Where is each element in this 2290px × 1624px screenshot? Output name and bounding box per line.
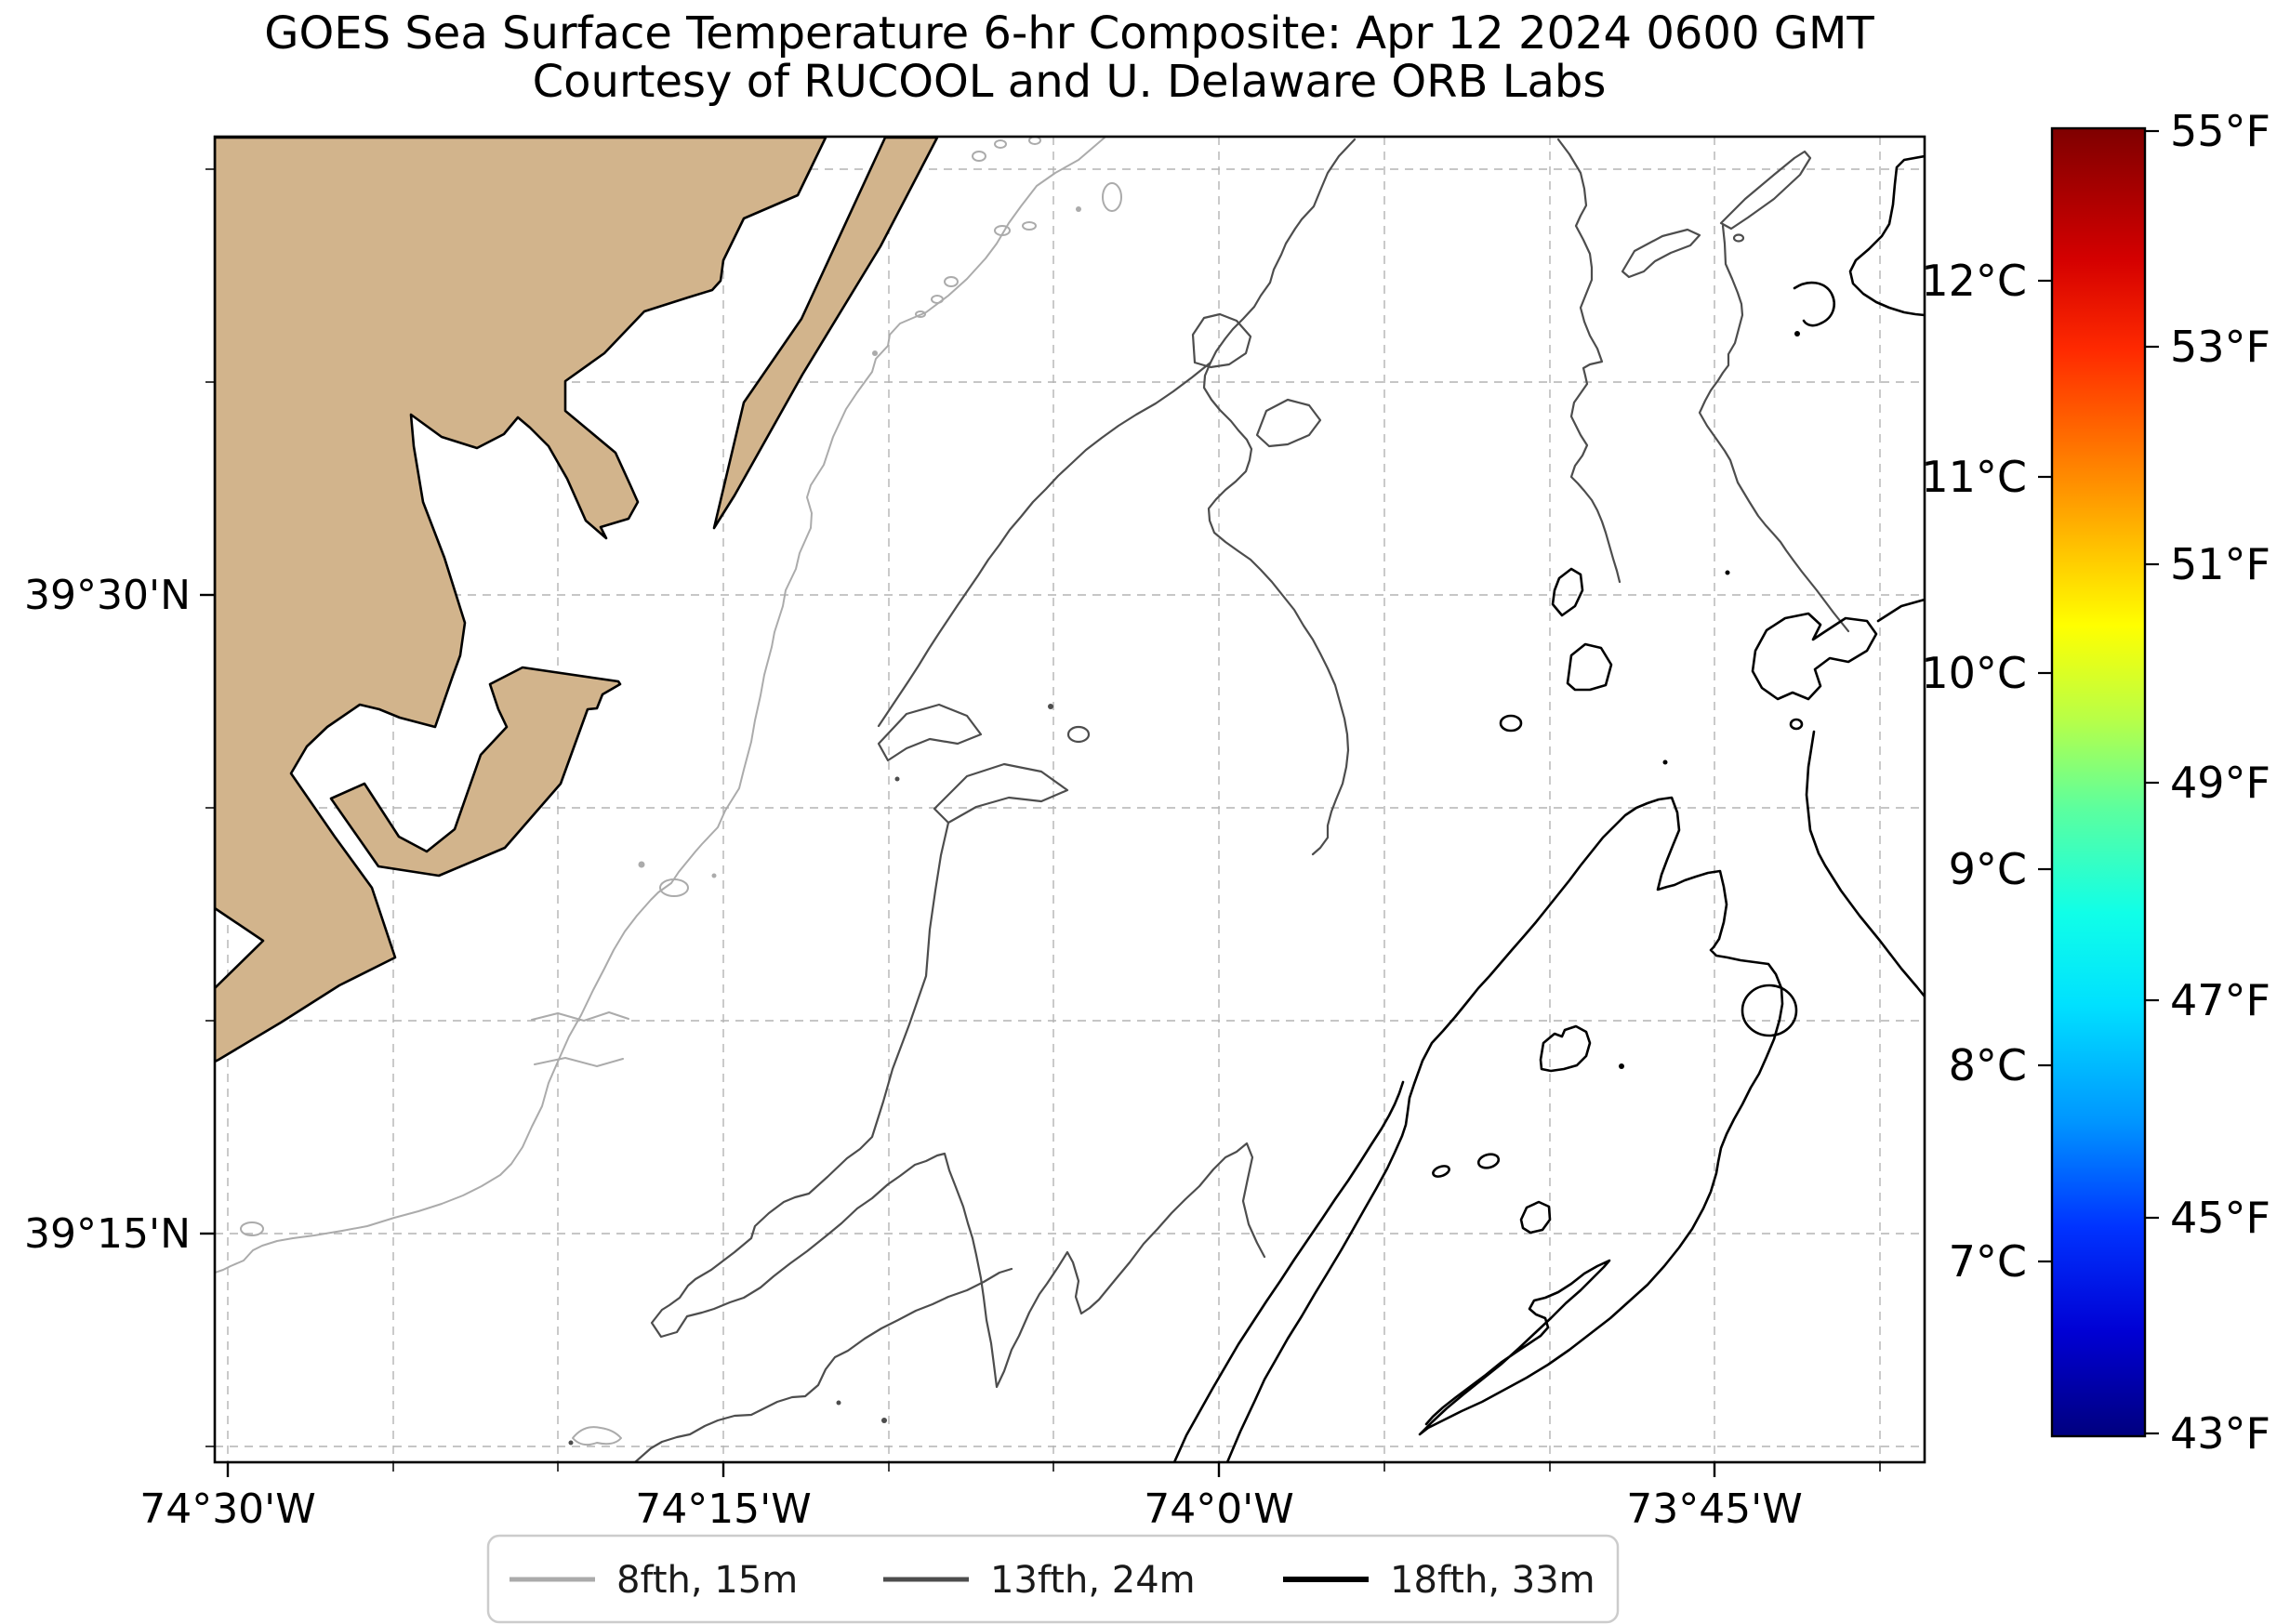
contour-layer-15m — [215, 137, 1122, 1446]
cb-label-55f: 55°F — [2170, 106, 2270, 156]
map-title: GOES Sea Surface Temperature 6-hr Compos… — [264, 7, 1874, 59]
lon-label-7345: 73°45'W — [1626, 1485, 1803, 1533]
lon-label-740: 74°0'W — [1144, 1485, 1294, 1533]
map-frame — [213, 135, 1926, 1464]
cb-label-9c: 9°C — [1949, 844, 2027, 894]
lat-label-3915: 39°15'N — [24, 1210, 191, 1258]
lon-label-7430: 74°30'W — [139, 1485, 316, 1533]
cb-label-53f: 53°F — [2170, 322, 2270, 372]
cb-label-49f: 49°F — [2170, 758, 2270, 808]
legend-label-33m: 18fth, 33m — [1390, 1559, 1595, 1602]
axis-ticks — [200, 168, 1881, 1477]
legend-label-15m: 8fth, 15m — [616, 1559, 798, 1602]
land-hook-island — [329, 666, 622, 878]
colorbar: 55°F 53°F 51°F 49°F 47°F 45°F 43°F 12°C … — [1921, 106, 2270, 1459]
cb-label-51f: 51°F — [2170, 539, 2270, 589]
contour-layer-33m — [1172, 154, 1925, 1462]
legend-label-24m: 13fth, 24m — [990, 1559, 1196, 1602]
cb-label-12c: 12°C — [1921, 256, 2027, 306]
graticule — [215, 137, 1925, 1462]
contour-layer-24m — [568, 138, 1850, 1462]
cb-label-10c: 10°C — [1921, 648, 2027, 698]
cb-label-7c: 7°C — [1949, 1236, 2027, 1287]
cb-label-11c: 11°C — [1921, 452, 2027, 502]
land-barrier-island — [712, 137, 939, 530]
legend: 8fth, 15m 13fth, 24m 18fth, 33m — [486, 1534, 1620, 1624]
lat-label-3930: 39°30'N — [24, 572, 191, 619]
lon-label-7415: 74°15'W — [635, 1485, 812, 1533]
land-mainland — [215, 137, 827, 1063]
colorbar-gradient — [2052, 128, 2145, 1436]
land-layer — [215, 137, 939, 1063]
cb-label-47f: 47°F — [2170, 975, 2270, 1025]
cb-label-8c: 8°C — [1949, 1040, 2027, 1090]
cb-label-45f: 45°F — [2170, 1193, 2270, 1243]
cb-label-43f: 43°F — [2170, 1408, 2270, 1459]
legend-box — [486, 1534, 1620, 1624]
map-subtitle: Courtesy of RUCOOL and U. Delaware ORB L… — [533, 56, 1607, 108]
